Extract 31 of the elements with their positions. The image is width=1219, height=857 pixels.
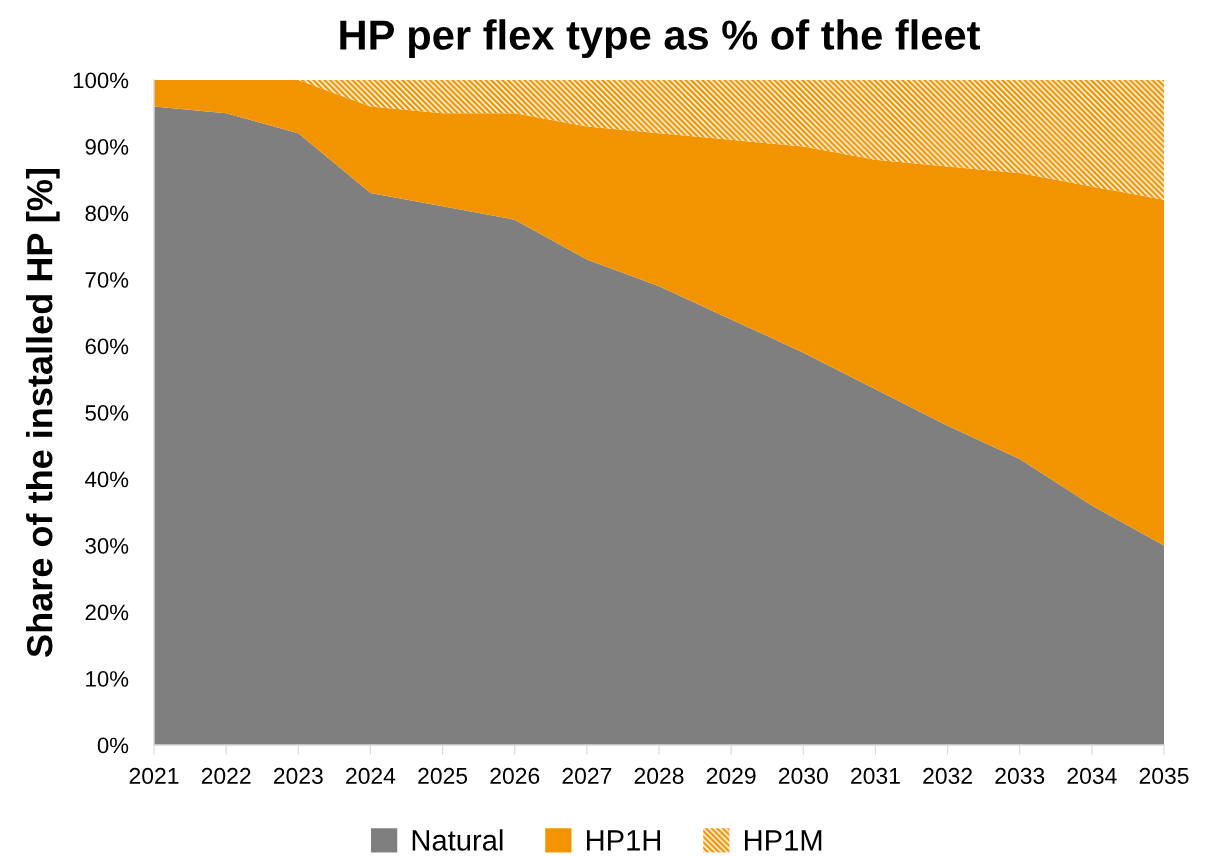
x-tick-label: 2034 [1067,767,1117,785]
y-tick-label: 30% [85,538,129,554]
x-tick-label: 2027 [562,767,612,785]
x-tick-label: 2021 [129,767,179,785]
x-tick-label: 2023 [273,767,323,785]
x-tick-label: 2024 [346,767,396,785]
x-tick-label: 2026 [490,767,540,785]
y-tick-label: 10% [86,671,129,687]
y-tick-label: 90% [85,139,129,155]
chart-title: HP per flex type as % of the fleet [340,19,980,59]
x-tick-label: 2025 [418,767,468,785]
x-tick-label: 2035 [1139,767,1189,785]
legend-label: HP1M [744,830,822,851]
y-tick-label: 60% [85,338,129,355]
y-tick-label: 100% [73,72,129,89]
y-tick-label: 0% [97,737,129,754]
legend-label: HP1H [586,830,661,851]
x-tick-label: 2033 [995,767,1045,785]
x-tick-label: 2029 [706,767,756,785]
y-tick-label: 50% [85,405,129,421]
legend-label: Natural [412,829,503,851]
y-tick-label: 70% [85,272,129,288]
y-axis-title: Share of the installed HP [%] [26,169,60,657]
y-tick-label: 80% [85,205,129,222]
y-tick-label: 20% [85,604,129,621]
y-tick-label: 40% [85,471,129,488]
x-tick-label: 2022 [201,767,251,785]
x-tick-label: 2031 [851,767,900,785]
x-tick-label: 2030 [778,767,828,785]
x-tick-label: 2028 [634,767,684,785]
x-tick-label: 2032 [923,767,972,785]
